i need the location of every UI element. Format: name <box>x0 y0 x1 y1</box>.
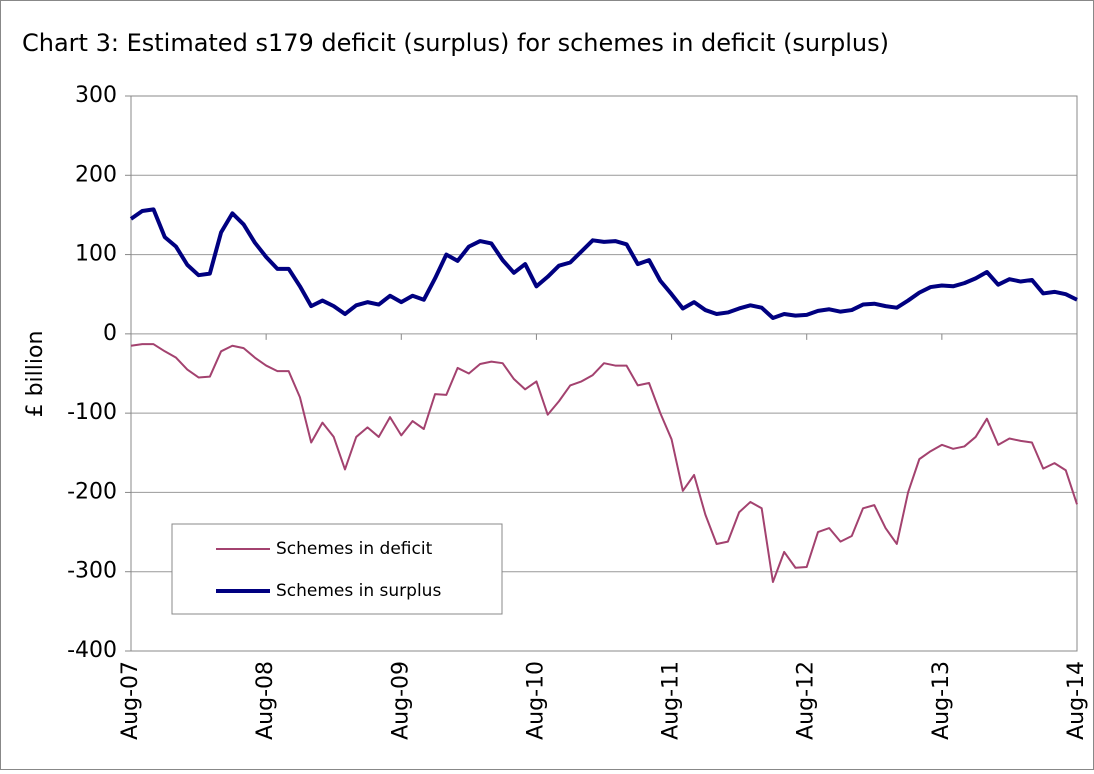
x-tick-label: Aug-07 <box>118 661 143 740</box>
y-tick-label: 300 <box>75 83 117 108</box>
series-line <box>130 343 1078 584</box>
plot-border <box>130 95 1078 652</box>
y-tick-label: -200 <box>67 479 117 504</box>
y-tick-label: -100 <box>67 400 117 425</box>
y-tick-label: -400 <box>67 638 117 663</box>
x-tick-label: Aug-13 <box>929 661 954 740</box>
y-axis-label: £ billion <box>23 331 48 418</box>
legend-label: Schemes in surplus <box>276 581 441 601</box>
series-line <box>129 207 1078 320</box>
x-tick-label: Aug-14 <box>1064 661 1089 740</box>
chart-title: Chart 3: Estimated s179 deficit (surplus… <box>22 29 889 57</box>
x-tick-label: Aug-12 <box>794 661 819 740</box>
y-tick-label: -300 <box>67 559 117 584</box>
x-tick-label: Aug-11 <box>659 661 684 740</box>
x-tick-label: Aug-09 <box>388 661 413 740</box>
y-tick-label: 0 <box>103 321 117 346</box>
y-tick-label: 200 <box>75 162 117 187</box>
x-tick-label: Aug-08 <box>253 661 278 740</box>
x-tick-label: Aug-10 <box>523 661 548 740</box>
legend-box <box>171 523 503 615</box>
legend-label: Schemes in deficit <box>276 539 433 559</box>
y-tick-label: 100 <box>75 242 117 267</box>
